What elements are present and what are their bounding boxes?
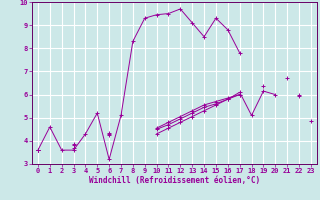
- X-axis label: Windchill (Refroidissement éolien,°C): Windchill (Refroidissement éolien,°C): [89, 176, 260, 185]
